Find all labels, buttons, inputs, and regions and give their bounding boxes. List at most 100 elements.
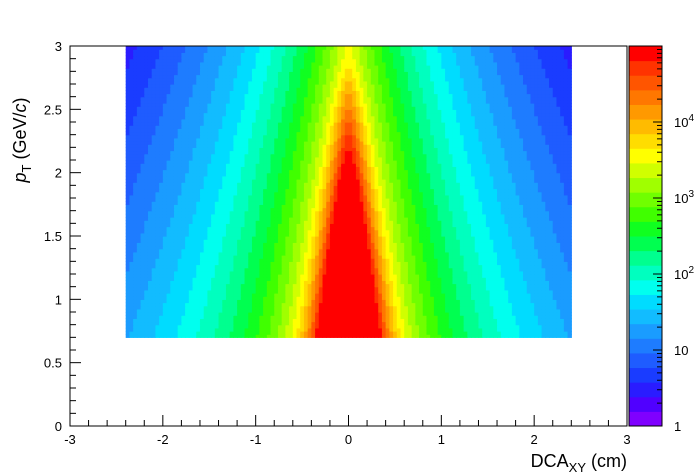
- heatmap-cell: [155, 267, 160, 272]
- heatmap-cell: [251, 220, 257, 224]
- heatmap-cell: [229, 321, 234, 326]
- heatmap-cell: [185, 232, 190, 237]
- heatmap-cell: [563, 324, 569, 329]
- heatmap-cell: [396, 334, 402, 338]
- heatmap-cell: [534, 267, 539, 272]
- heatmap-cell: [485, 220, 491, 224]
- heatmap-cell: [367, 312, 372, 316]
- heatmap-cell: [211, 312, 216, 316]
- heatmap-cell: [523, 270, 528, 275]
- heatmap-cell: [441, 226, 446, 231]
- heatmap-cell: [289, 334, 294, 338]
- heatmap-cell: [467, 296, 472, 300]
- heatmap-cell: [296, 280, 301, 285]
- heatmap-cell: [367, 318, 372, 323]
- heatmap-cell: [530, 312, 535, 316]
- heatmap-cell: [370, 296, 376, 300]
- heatmap-cell: [244, 296, 249, 300]
- heatmap-cell: [326, 299, 331, 304]
- heatmap-cell: [341, 245, 346, 250]
- heatmap-cell: [367, 207, 372, 212]
- heatmap-cell: [493, 251, 498, 256]
- heatmap-cell: [471, 324, 476, 329]
- heatmap-cell: [337, 261, 342, 266]
- heatmap-cell: [303, 312, 309, 316]
- heatmap-cell: [441, 213, 446, 218]
- heatmap-cell: [333, 248, 338, 253]
- heatmap-cell: [381, 232, 387, 237]
- heatmap-cell: [344, 324, 350, 329]
- heatmap-cell: [214, 289, 220, 294]
- heatmap-cell: [463, 270, 468, 275]
- heatmap-cell: [389, 245, 394, 250]
- heatmap-cell: [199, 302, 205, 307]
- heatmap-cell: [419, 280, 424, 285]
- heatmap-cell: [199, 312, 205, 316]
- heatmap-cell: [285, 321, 290, 326]
- heatmap-cell: [374, 229, 379, 234]
- heatmap-cell: [426, 277, 431, 281]
- heatmap-cell: [519, 267, 524, 272]
- heatmap-cell: [537, 299, 543, 304]
- heatmap-cell: [515, 318, 520, 323]
- heatmap-cell: [144, 334, 149, 338]
- heatmap-cell: [222, 251, 227, 256]
- heatmap-cell: [326, 315, 331, 319]
- heatmap-cell: [199, 220, 205, 224]
- heatmap-cell: [214, 261, 220, 266]
- heatmap-cell: [147, 251, 153, 256]
- heatmap-cell: [185, 305, 190, 310]
- heatmap-cell: [348, 217, 353, 221]
- heatmap-cell: [225, 264, 231, 269]
- heatmap-cell: [567, 283, 572, 288]
- heatmap-cell: [445, 293, 450, 297]
- heatmap-cell: [378, 305, 383, 310]
- heatmap-cell: [430, 296, 435, 300]
- heatmap-cell: [218, 270, 223, 275]
- heatmap-cell: [560, 302, 565, 307]
- heatmap-cell: [478, 270, 483, 275]
- heatmap-cell: [400, 242, 405, 247]
- heatmap-cell: [151, 296, 156, 300]
- heatmap-cell: [303, 226, 309, 231]
- heatmap-cell: [456, 280, 461, 285]
- heatmap-cell: [433, 207, 439, 212]
- heatmap-cell: [289, 207, 294, 212]
- heatmap-cell: [445, 223, 450, 228]
- heatmap-cell: [530, 207, 535, 212]
- heatmap-cell: [523, 220, 528, 224]
- heatmap-cell: [448, 296, 454, 300]
- heatmap-cell: [203, 210, 208, 215]
- heatmap-cell: [315, 207, 320, 212]
- heatmap-cell: [422, 242, 428, 247]
- heatmap-cell: [315, 274, 320, 278]
- heatmap-cell: [259, 286, 264, 291]
- heatmap-cell: [292, 299, 298, 304]
- heatmap-cell: [162, 277, 168, 281]
- heatmap-cell: [203, 213, 208, 218]
- heatmap-cell: [552, 277, 558, 281]
- heatmap-cell: [303, 258, 309, 262]
- heatmap-cell: [497, 277, 502, 281]
- heatmap-cell: [400, 334, 405, 338]
- heatmap-cell: [459, 280, 465, 285]
- heatmap-cell: [337, 242, 342, 247]
- heatmap-cell: [534, 232, 539, 237]
- heatmap-cell: [430, 286, 435, 291]
- heatmap-cell: [563, 207, 569, 212]
- heatmap-cell: [485, 210, 491, 215]
- heatmap-cell: [411, 299, 416, 304]
- heatmap-cell: [519, 315, 524, 319]
- heatmap-cell: [426, 223, 431, 228]
- heatmap-cell: [445, 264, 450, 269]
- heatmap-cell: [448, 255, 454, 259]
- heatmap-cell: [326, 226, 331, 231]
- heatmap-cell: [329, 308, 335, 313]
- heatmap-cell: [188, 312, 194, 316]
- heatmap-cell: [162, 299, 168, 304]
- heatmap-cell: [411, 274, 416, 278]
- heatmap-cell: [218, 305, 223, 310]
- heatmap-cell: [274, 245, 279, 250]
- heatmap-cell: [378, 239, 383, 243]
- heatmap-cell: [281, 220, 286, 224]
